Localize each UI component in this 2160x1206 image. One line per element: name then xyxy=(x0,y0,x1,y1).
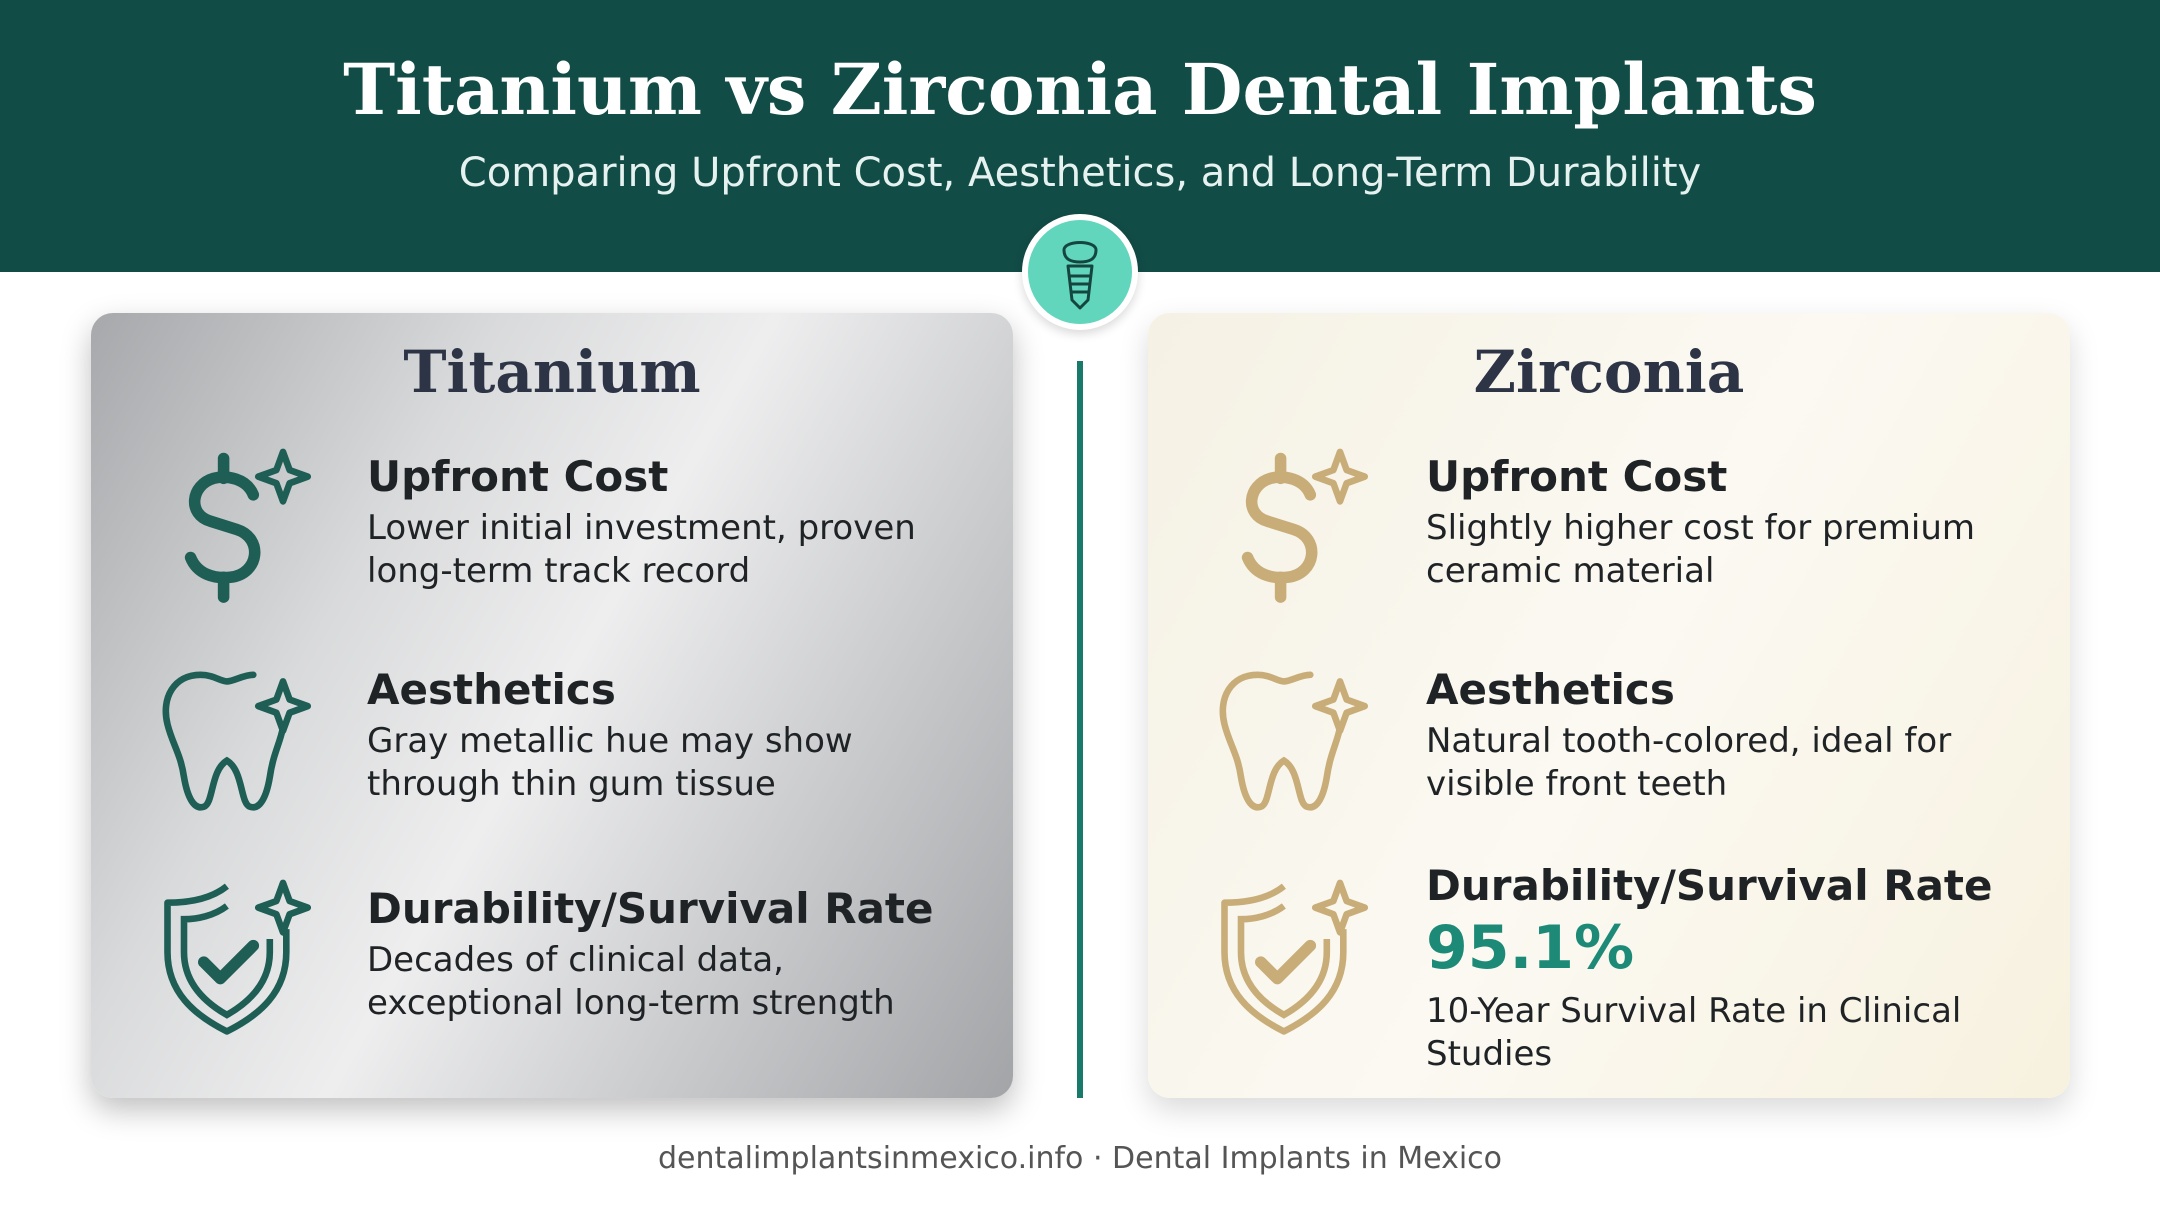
feature: Aesthetics Gray metallic hue may show th… xyxy=(367,664,967,806)
tooth-icon xyxy=(151,655,316,820)
feature: Durability/Survival Rate Decades of clin… xyxy=(367,883,967,1025)
feature-text: 10-Year Survival Rate in Clinical Studie… xyxy=(1426,991,1962,1074)
feature: Aesthetics Natural tooth-colored, ideal … xyxy=(1426,664,2026,806)
footer: dentalimplantsinmexico.info · Dental Imp… xyxy=(657,1141,1503,1176)
survival-stat: 95.1% xyxy=(1426,913,1635,983)
zirconia-panel xyxy=(1148,313,2070,1098)
feature-heading: Upfront Cost xyxy=(1426,452,1728,501)
feature-heading: Durability/Survival Rate xyxy=(1426,861,1993,910)
shield-icon xyxy=(1208,873,1373,1038)
dollar-icon xyxy=(1208,442,1373,607)
feature-heading: Durability/Survival Rate xyxy=(367,884,934,933)
feature: Upfront Cost Slightly higher cost for pr… xyxy=(1426,451,2026,593)
dollar-icon xyxy=(151,442,316,607)
feature-text: Slightly higher cost for premium ceramic… xyxy=(1426,508,1976,591)
subtitle: Comparing Upfront Cost, Aesthetics, and … xyxy=(458,150,1702,196)
implant-icon xyxy=(1062,241,1098,310)
feature-text: Decades of clinical data, exceptional lo… xyxy=(367,940,895,1023)
feature-heading: Aesthetics xyxy=(367,665,616,714)
feature-heading: Aesthetics xyxy=(1426,665,1675,714)
panel-title: Titanium xyxy=(403,338,701,406)
feature-text: Natural tooth-colored, ideal for visible… xyxy=(1426,721,1952,804)
divider xyxy=(1077,361,1083,1098)
title: Titanium vs Zirconia Dental Implants xyxy=(343,48,1817,131)
feature: Upfront Cost Lower initial investment, p… xyxy=(367,451,967,593)
feature-text: Lower initial investment, proven long-te… xyxy=(367,508,916,591)
feature-text: Gray metallic hue may show through thin … xyxy=(367,721,853,804)
feature: Durability/Survival Rate 95.1% 10-Year S… xyxy=(1426,860,2026,1076)
shield-icon xyxy=(151,873,316,1038)
tooth-icon xyxy=(1208,655,1373,820)
feature-heading: Upfront Cost xyxy=(367,452,669,501)
implant-badge xyxy=(1022,214,1138,330)
panel-title: Zirconia xyxy=(1473,338,1745,406)
titanium-panel xyxy=(91,313,1013,1098)
